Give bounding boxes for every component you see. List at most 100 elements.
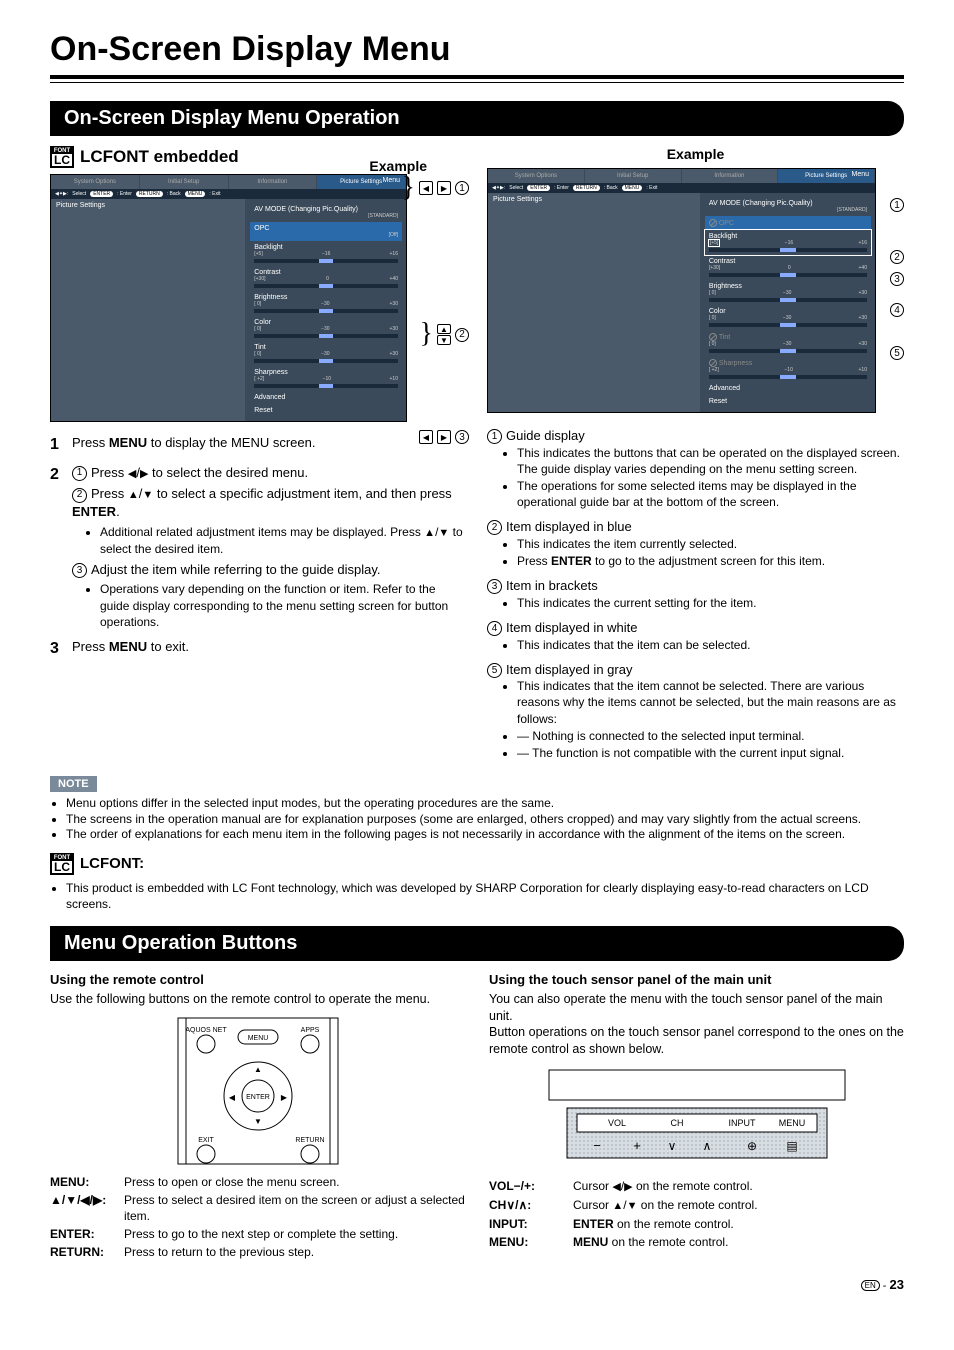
- svg-text:MENU: MENU: [247, 1035, 268, 1042]
- tv-tab-info: Information: [682, 169, 779, 183]
- bracket-icon: }: [420, 326, 433, 343]
- svg-text:VOL: VOL: [607, 1118, 625, 1128]
- panel-intro-2: Button operations on the touch sensor pa…: [489, 1024, 904, 1058]
- svg-text:RETURN: RETURN: [295, 1137, 324, 1144]
- callout-3-icon: 3: [890, 272, 904, 286]
- lcfont-embedded-label: LCFONT embedded: [80, 147, 239, 167]
- panel-intro-1: You can also operate the menu with the t…: [489, 991, 904, 1025]
- svg-text:⊕: ⊕: [746, 1139, 756, 1153]
- no-entry-icon: [709, 219, 717, 227]
- callout-1-icon: 1: [890, 198, 904, 212]
- tv-item-reset: Reset: [250, 404, 402, 417]
- svg-text:INPUT: INPUT: [728, 1118, 756, 1128]
- tv-item-contrast: Contrast [+30]0+40: [705, 255, 871, 280]
- page-title: On-Screen Display Menu: [50, 30, 904, 69]
- callout-2-icon: 2: [890, 250, 904, 264]
- tv-item-tint-gray: Tint [ 0]−30+30: [705, 330, 871, 356]
- remote-heading: Using the remote control: [50, 971, 465, 989]
- tv-tab-initial: Initial Setup: [140, 175, 229, 189]
- def-menu2-v: MENU on the remote control.: [573, 1234, 904, 1250]
- svg-text:▼: ▼: [254, 1117, 262, 1126]
- step-num-3: 3: [50, 638, 64, 660]
- tv-item-sharpness: Sharpness [ +2]−10+10: [250, 366, 402, 391]
- tv-tab-info: Information: [229, 175, 318, 189]
- legend-2: 2Item displayed in blue This indicates t…: [487, 518, 904, 569]
- tv-item-color: Color [ 0]−30+30: [250, 316, 402, 341]
- tv-tab-system: System Options: [51, 175, 140, 189]
- no-entry-icon: [709, 333, 717, 341]
- note-list: Menu options differ in the selected inpu…: [66, 796, 904, 843]
- tv-guidebar: ◀✦▶:Select ENTER: Enter RETURN: Back MEN…: [488, 183, 875, 193]
- callout-2-icon: 2: [455, 328, 469, 342]
- note-tag: NOTE: [50, 776, 97, 792]
- panel-heading: Using the touch sensor panel of the main…: [489, 971, 904, 989]
- tv-item-opc-sel: OPC: [705, 216, 871, 230]
- svg-text:◀: ◀: [228, 1093, 235, 1102]
- tv-item-opc: OPC [Off]: [250, 222, 402, 241]
- legend-5: 5Item displayed in gray This indicates t…: [487, 661, 904, 761]
- tv-item-backlight: Backlight [+5]−16+16: [705, 230, 871, 255]
- svg-text:ENTER: ENTER: [246, 1094, 270, 1101]
- callout-5-icon: 5: [890, 346, 904, 360]
- svg-text:▤: ▤: [786, 1139, 797, 1153]
- def-input-k: INPUT:: [489, 1216, 569, 1232]
- def-return-v: Press to return to the previous step.: [124, 1244, 465, 1260]
- tv-item-contrast: Contrast [+30]0+40: [250, 266, 402, 291]
- tv-item-advanced: Advanced: [705, 382, 871, 395]
- svg-text:MENU: MENU: [778, 1118, 805, 1128]
- legend-3: 3Item in brackets This indicates the cur…: [487, 577, 904, 611]
- tv-tab-initial: Initial Setup: [585, 169, 682, 183]
- tv-item-tint: Tint [ 0]−30+30: [250, 341, 402, 366]
- tv-item-brightness: Brightness [ 0]−30+30: [705, 280, 871, 305]
- tv-menu-label: Menu: [382, 177, 400, 184]
- arrow-right-icon: ▶: [437, 181, 451, 195]
- lcfont-heading: LCFONT:: [80, 855, 144, 872]
- step-2: 1Press ◀/▶ to select the desired menu. 2…: [72, 464, 467, 630]
- legend-1: 1Guide display This indicates the button…: [487, 427, 904, 510]
- def-vol-k: VOL−/+:: [489, 1178, 569, 1194]
- def-menu-k: MENU:: [50, 1174, 120, 1190]
- svg-text:∧: ∧: [702, 1139, 711, 1153]
- example-label-left: Example: [369, 158, 427, 174]
- step-3: Press MENU to exit.: [72, 638, 467, 660]
- lcfont-icon: FONTLC: [50, 853, 74, 875]
- callout-4-icon: 4: [890, 303, 904, 317]
- tv-item-avmode: AV MODE (Changing Pic.Quality) [STANDARD…: [250, 203, 402, 222]
- no-entry-icon: [709, 359, 717, 367]
- svg-text:+: +: [633, 1138, 641, 1153]
- def-enter-v: Press to go to the next step or complete…: [124, 1226, 465, 1242]
- svg-text:▶: ▶: [280, 1093, 287, 1102]
- tv-item-advanced: Advanced: [250, 391, 402, 404]
- panel-illustration: VOL CH INPUT MENU − + ∨ ∧ ⊕ ▤: [547, 1068, 847, 1168]
- def-ch-v: Cursor ▲/▼ on the remote control.: [573, 1197, 904, 1214]
- svg-text:EXIT: EXIT: [198, 1137, 214, 1144]
- def-return-k: RETURN:: [50, 1244, 120, 1260]
- tv-tab-system: System Options: [488, 169, 585, 183]
- page-number: EN - 23: [50, 1277, 904, 1292]
- title-rule: [50, 75, 904, 83]
- callout-3-icon: 3: [455, 430, 469, 444]
- tv-menu-example-left: Menu System Options Initial Setup Inform…: [50, 174, 407, 422]
- tv-item-backlight: Backlight [+5]−16+16: [250, 241, 402, 266]
- def-menu-v: Press to open or close the menu screen.: [124, 1174, 465, 1190]
- arrow-updown-icon: ▲▼: [437, 324, 451, 345]
- remote-intro: Use the following buttons on the remote …: [50, 991, 465, 1008]
- svg-text:CH: CH: [670, 1118, 683, 1128]
- tv-item-color: Color [ 0]−30+30: [705, 305, 871, 330]
- remote-illustration: AQUOS NET MENU APPS ENTER ▲ ▼ ◀ ▶ EXIT R…: [158, 1016, 358, 1166]
- tv-item-sharpness-gray: Sharpness [ +2]−10+10: [705, 356, 871, 382]
- def-arrows-v: Press to select a desired item on the sc…: [124, 1192, 465, 1224]
- tv-guidebar: ◀✦▶:Select ENTER: Enter RETURN: Back MEN…: [51, 189, 406, 199]
- svg-text:▲: ▲: [254, 1065, 262, 1074]
- def-vol-v: Cursor ◀/▶ on the remote control.: [573, 1178, 904, 1195]
- section-header-buttons: Menu Operation Buttons: [50, 926, 904, 961]
- tv-item-brightness: Brightness [ 0]−30+30: [250, 291, 402, 316]
- bracket-icon: }: [402, 180, 415, 197]
- tv-item-reset: Reset: [705, 395, 871, 408]
- step-num-1: 1: [50, 434, 64, 456]
- arrow-right-icon: ▶: [437, 430, 451, 444]
- tv-menu-example-right: Menu System Options Initial Setup Inform…: [487, 168, 876, 413]
- def-enter-k: ENTER:: [50, 1226, 120, 1242]
- example-label-right: Example: [487, 146, 904, 162]
- step-num-2: 2: [50, 464, 64, 630]
